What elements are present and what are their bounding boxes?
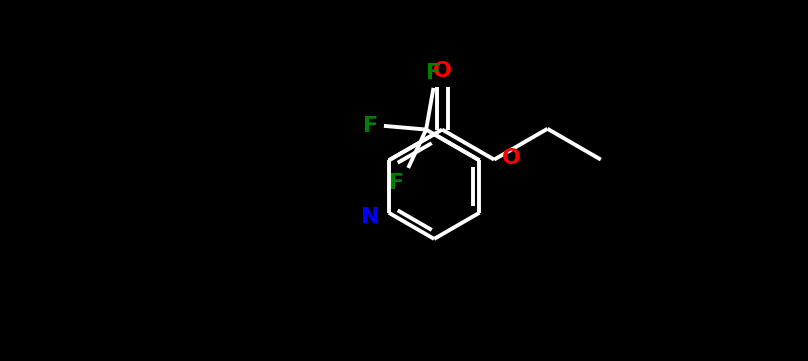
Text: N: N <box>361 206 380 227</box>
Text: F: F <box>389 173 404 192</box>
Text: O: O <box>502 148 521 168</box>
Text: F: F <box>426 63 441 83</box>
Text: F: F <box>363 116 378 136</box>
Text: O: O <box>432 61 452 81</box>
